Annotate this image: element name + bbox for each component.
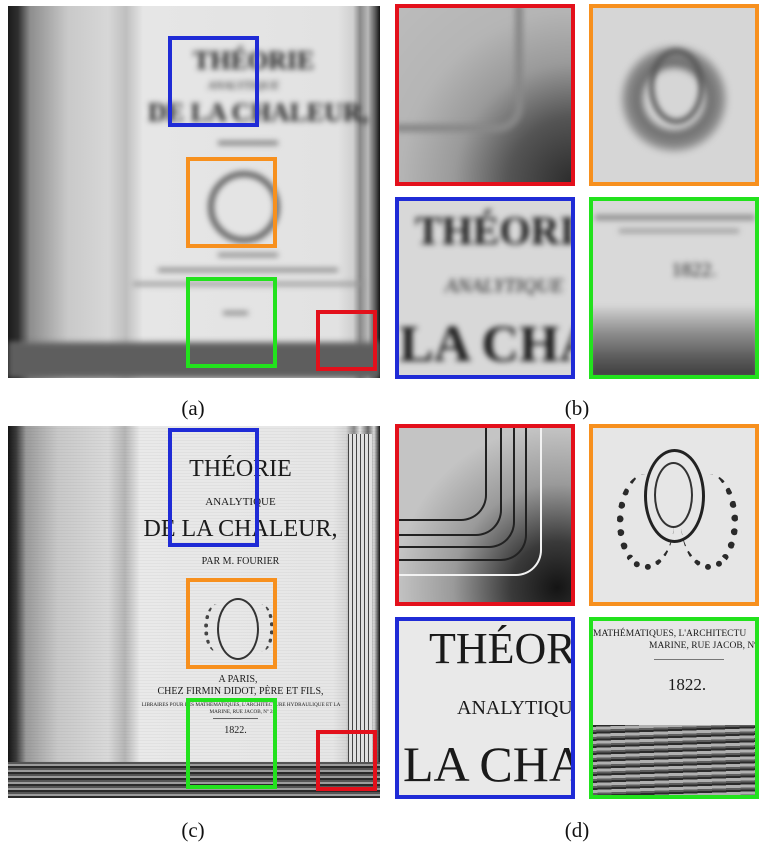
crop-b-blue: THÉORIE ANALYTIQUE LA CHA xyxy=(395,197,575,379)
blurred-page-stack xyxy=(589,307,759,379)
publisher-line: CHEZ FIRMIN DIDOT, PÈRE ET FILS, xyxy=(157,686,324,697)
green-crop-frame-d xyxy=(589,617,759,799)
blue-crop-frame-b xyxy=(395,197,575,379)
imprint-line1: LIBRAIRES POUR LES MATHÉMATIQUES, L'ARCH… xyxy=(141,702,341,708)
blurred-green-line2 xyxy=(619,229,739,233)
blurred-crop-blue-line1: THÉORIE xyxy=(415,208,575,253)
crop-green-year: 1822. xyxy=(667,675,707,694)
caption-d: (d) xyxy=(564,818,590,842)
blue-region-box-c xyxy=(168,428,259,547)
blurred-crest xyxy=(208,171,280,243)
corner-line-3 xyxy=(395,424,515,548)
caption-c: (c) xyxy=(181,818,205,842)
crop-d-green: MATHÉMATIQUES, L'ARCHITECTU MARINE, RUE … xyxy=(589,617,759,799)
caption-b: (b) xyxy=(564,396,590,420)
crop-b-orange xyxy=(589,4,759,186)
crop-b-red xyxy=(395,4,575,186)
crop-d-red xyxy=(395,424,575,606)
blurred-title-line1: THÉORIE xyxy=(193,46,315,75)
green-region-box-a xyxy=(186,277,277,368)
red-region-box-c xyxy=(316,730,377,791)
crop-d-orange xyxy=(589,424,759,606)
place-line: A PARIS, xyxy=(218,674,258,685)
crop-green-line2: MARINE, RUE JACOB, Nº 24. xyxy=(649,641,759,651)
crop-green-rule xyxy=(654,659,724,660)
orange-region-box-a xyxy=(186,157,277,248)
corner-line-5 xyxy=(395,424,542,576)
orange-crop-frame-d xyxy=(589,424,759,606)
crop-green-line1: MATHÉMATIQUES, L'ARCHITECTU xyxy=(593,629,747,639)
title-line1: THÉORIE xyxy=(189,456,292,482)
blurred-crop-blue-line3: LA CHA xyxy=(399,316,575,373)
crop-blue-line3: LA CHA xyxy=(403,736,575,792)
orange-crop-frame-b xyxy=(589,4,759,186)
blurred-corner-shading xyxy=(395,4,575,186)
blue-crop-frame-d xyxy=(395,617,575,799)
crop-d-blue: THÉOR ANALYTIQU LA CHA xyxy=(395,617,575,799)
green-crop-frame-b xyxy=(589,197,759,379)
blurred-title-line2: ANALYTIQUE xyxy=(208,78,280,92)
blurred-green-line1 xyxy=(595,215,755,220)
green-region-box-c xyxy=(186,698,277,789)
author-line: PAR M. FOURIER xyxy=(201,556,280,567)
crop-b-green: 1822. xyxy=(589,197,759,379)
blue-region-box-a xyxy=(168,36,259,127)
blurred-crop-blue-line2: ANALYTIQUE xyxy=(445,275,564,297)
blurred-corner-curve xyxy=(395,4,523,132)
blurred-crest-monogram xyxy=(649,49,704,124)
title-line3: DE LA CHALEUR, xyxy=(143,516,338,542)
corner-line-1 xyxy=(395,424,487,521)
crop-blue-line2: ANALYTIQU xyxy=(457,697,573,719)
blurred-imprint-line3 xyxy=(133,282,363,286)
blurred-imprint-line1 xyxy=(218,253,278,257)
red-crop-frame-d xyxy=(395,424,575,606)
red-region-box-a xyxy=(316,310,377,371)
panel-a-blurred-book: THÉORIE ANALYTIQUE DE LA CHALEUR, xyxy=(8,6,380,378)
blurred-crop-year: 1822. xyxy=(671,259,717,281)
wreath-right xyxy=(248,604,274,652)
page-stack-lines xyxy=(589,725,759,799)
imprint-rule xyxy=(213,718,258,719)
red-crop-frame-b xyxy=(395,4,575,186)
right-page-edges xyxy=(348,434,372,764)
panel-c-restored-book: THÉORIE ANALYTIQUE DE LA CHALEUR, PAR M.… xyxy=(8,426,380,798)
year-line: 1822. xyxy=(224,725,247,736)
blurred-author-line xyxy=(218,141,278,145)
orange-region-box-c xyxy=(186,578,277,669)
crop-blue-line1: THÉOR xyxy=(429,624,575,673)
blurred-imprint-line2 xyxy=(158,268,338,272)
caption-a: (a) xyxy=(181,396,205,420)
wreath-left-d xyxy=(617,474,674,570)
corner-line-4 xyxy=(395,424,527,561)
wreath-right-d xyxy=(681,474,738,570)
wreath-left xyxy=(204,604,230,652)
corner-line-2 xyxy=(395,424,502,536)
imprint-line2: MARINE, RUE JACOB, Nº 24. xyxy=(209,709,277,715)
blurred-year-mark xyxy=(223,311,248,315)
